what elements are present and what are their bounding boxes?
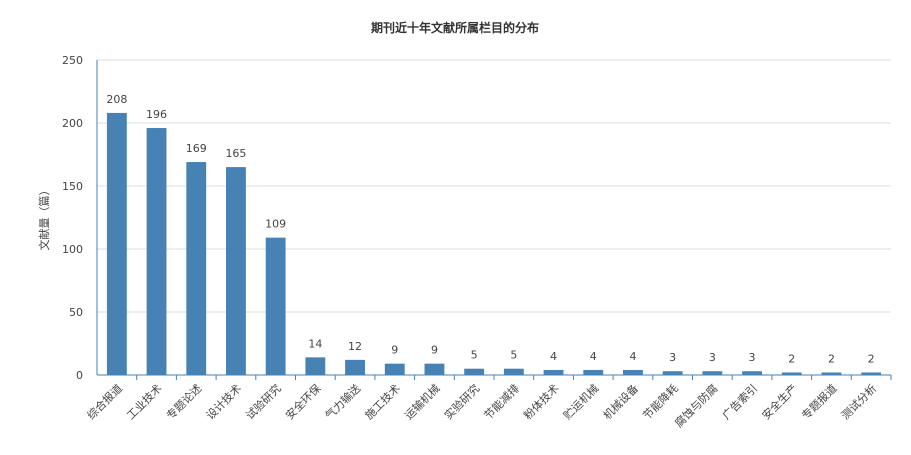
data-label: 2: [828, 352, 835, 365]
data-label: 4: [629, 350, 636, 363]
x-tick-label: 运输机械: [402, 381, 443, 422]
data-label: 169: [186, 142, 207, 155]
x-tick-label: 综合报道: [84, 381, 125, 422]
x-tick-label: 腐蚀与防腐: [672, 381, 721, 430]
y-axis: 0 50 100 150 200 250: [62, 54, 98, 382]
bar: [742, 371, 762, 375]
x-tick-label: 贮运机械: [560, 381, 601, 422]
data-label: 196: [146, 108, 167, 121]
bar: [305, 357, 326, 375]
y-tick-label: 50: [69, 306, 83, 319]
x-tick-label: 实验研究: [441, 381, 482, 422]
bar: [424, 363, 445, 375]
bar: [503, 368, 524, 375]
bars: [106, 112, 882, 376]
data-label: 2: [868, 352, 875, 365]
y-tick-label: 150: [62, 180, 83, 193]
data-labels: 208 196 169 165 109 14 12 9 9 5 5 4 4 4 3 3 3 2 2 2: [106, 93, 874, 366]
x-tick-label: 专题论述: [163, 381, 204, 422]
bar: [861, 372, 882, 375]
gridlines: [97, 59, 891, 313]
data-label: 165: [225, 147, 246, 160]
data-label: 9: [431, 344, 438, 357]
bar: [781, 372, 802, 375]
data-label: 5: [471, 349, 478, 362]
x-tick-label: 工业技术: [124, 382, 164, 422]
data-label: 3: [709, 351, 716, 364]
bar: [265, 237, 286, 375]
chart-title: 期刊近十年文献所属栏目的分布: [371, 20, 539, 35]
x-axis: 综合报道 工业技术 专题论述 设计技术 试验研究 安全环保 气力输送 施工技术 运输机械 实验研究…: [84, 374, 892, 430]
y-tick-label: 100: [62, 243, 83, 256]
bar: [702, 371, 723, 375]
x-tick-label: 节能减排: [481, 381, 522, 422]
data-label: 208: [106, 93, 127, 106]
data-label: 4: [550, 350, 557, 363]
data-label: 14: [308, 337, 322, 350]
bar: [464, 368, 485, 375]
x-tick-label: 节能降耗: [640, 381, 681, 422]
bar: [543, 369, 564, 375]
x-tick-label: 施工技术: [363, 382, 403, 422]
bar: [146, 128, 167, 375]
data-label: 12: [348, 340, 362, 353]
bar: [384, 363, 405, 375]
data-label: 4: [590, 350, 597, 363]
x-tick-label: 机械设备: [600, 381, 641, 422]
data-label: 2: [788, 352, 795, 365]
y-tick-label: 200: [62, 117, 83, 130]
data-label: 3: [749, 351, 756, 364]
x-tick-label: 测试分析: [838, 381, 879, 422]
x-tick-label: 气力输送: [322, 381, 363, 422]
x-tick-label: 设计技术: [204, 382, 244, 422]
x-tick-label: 专题报道: [799, 381, 840, 422]
y-tick-label: 250: [62, 54, 83, 67]
bar: [662, 371, 683, 375]
bar: [583, 369, 604, 375]
data-label: 109: [265, 218, 286, 231]
x-tick-label: 粉体技术: [521, 381, 562, 422]
bar: [186, 162, 207, 375]
x-tick-label: 试验研究: [243, 381, 284, 422]
bar: [106, 112, 127, 376]
x-tick-label: 广告索引: [719, 381, 760, 422]
y-tick-label: 0: [76, 369, 83, 382]
bar: [821, 372, 842, 375]
data-label: 5: [510, 349, 517, 362]
x-tick-label: 安全生产: [759, 381, 800, 422]
y-axis-label: 文献量（篇）: [37, 185, 51, 251]
bar: [226, 167, 246, 375]
bar: [345, 359, 365, 375]
data-label: 9: [391, 344, 398, 357]
bar: [623, 369, 643, 375]
x-tick-label: 安全环保: [282, 381, 323, 422]
data-label: 3: [669, 351, 676, 364]
